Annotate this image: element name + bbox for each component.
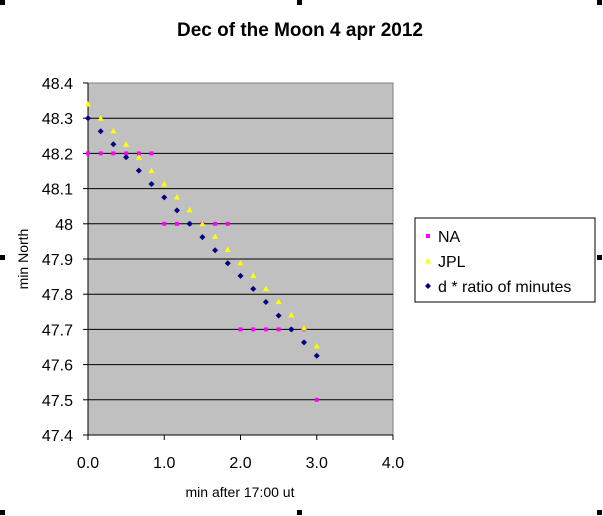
legend-label: NA [438, 229, 461, 246]
data-point [161, 181, 168, 187]
data-point [288, 326, 295, 333]
data-point [212, 247, 219, 254]
legend-label: d * ratio of minutes [438, 279, 571, 296]
data-point [251, 327, 256, 332]
data-point [124, 151, 129, 156]
data-point [238, 327, 243, 332]
selection-handle-bottom-right[interactable] [597, 510, 602, 515]
data-point [301, 339, 308, 346]
y-tick-label: 47.5 [42, 393, 73, 410]
data-point [313, 342, 320, 349]
data-point [85, 101, 91, 107]
y-tick-label: 48.2 [42, 146, 73, 163]
x-axis-title: min after 17:00 ut [186, 484, 295, 500]
series-1 [85, 101, 320, 349]
y-axis-title: min North [15, 229, 31, 290]
selection-handle-bottom-left[interactable] [0, 510, 5, 515]
y-tick-label: 48.4 [42, 76, 73, 93]
data-point [250, 285, 257, 292]
data-point [314, 397, 319, 402]
data-point [173, 194, 180, 200]
y-tick-label: 47.7 [42, 322, 73, 339]
selection-handle-top-left[interactable] [0, 0, 5, 5]
data-point [275, 298, 282, 305]
legend-marker [425, 258, 431, 264]
data-point [250, 272, 257, 279]
data-point [262, 285, 269, 292]
y-tick-label: 48.3 [42, 111, 73, 128]
data-point [97, 128, 104, 135]
data-point [263, 327, 268, 332]
data-point [136, 151, 141, 156]
data-point [199, 234, 206, 241]
chart-title: Dec of the Moon 4 apr 2012 [177, 20, 423, 41]
data-point [149, 151, 154, 156]
selection-handle-bottom-center[interactable] [297, 510, 302, 515]
y-tick-labels: 48.4 48.3 48.2 48.1 48 47.9 47.8 47.7 47.6 47.5 47… [42, 76, 73, 445]
data-point [110, 141, 117, 148]
y-tick-label: 48.1 [42, 182, 73, 199]
data-point [313, 352, 320, 359]
selection-handle-top-right[interactable] [597, 0, 602, 5]
y-tick-label: 47.9 [42, 252, 73, 269]
y-tick-label: 47.4 [42, 428, 73, 445]
data-point [275, 312, 282, 319]
selection-handle-middle-left[interactable] [0, 255, 5, 260]
data-point [237, 259, 244, 266]
data-point [148, 181, 155, 188]
data-point [148, 167, 155, 174]
data-point [212, 233, 219, 239]
data-point [110, 127, 117, 134]
data-point [111, 151, 116, 156]
x-tick-label: 3.0 [306, 455, 328, 472]
legend-label: JPL [438, 254, 466, 271]
data-point [301, 324, 308, 331]
data-point [276, 327, 281, 332]
data-point [174, 221, 179, 226]
x-tick-label: 4.0 [382, 455, 404, 472]
data-point [162, 221, 167, 226]
data-point [123, 141, 130, 147]
legend[interactable]: NA JPL d * ratio of minutes [414, 217, 596, 303]
data-point [224, 246, 231, 252]
y-tick-label: 48 [55, 217, 73, 234]
data-point [288, 311, 295, 318]
data-point [135, 167, 142, 174]
data-point [173, 207, 180, 214]
data-point [97, 115, 104, 121]
data-point [199, 220, 206, 227]
data-point [85, 115, 91, 122]
series-2 [85, 115, 320, 359]
data-point [224, 260, 231, 267]
x-tick-label: 0.0 [77, 455, 99, 472]
legend-marker [425, 283, 431, 289]
legend-box [414, 217, 596, 303]
data-point [135, 154, 142, 160]
x-tick-labels: 0.0 1.0 2.0 3.0 4.0 [77, 455, 404, 472]
selection-handle-middle-right[interactable] [597, 255, 602, 260]
data-point [123, 154, 130, 161]
x-tick-label: 2.0 [229, 455, 251, 472]
legend-marker [426, 234, 430, 238]
data-point [86, 151, 90, 156]
data-point [186, 206, 193, 213]
data-point [262, 298, 269, 305]
data-point [161, 194, 168, 201]
y-tick-label: 47.6 [42, 358, 73, 375]
data-point [186, 220, 193, 227]
data-point [98, 151, 103, 156]
selection-handle-top-center[interactable] [297, 0, 302, 5]
y-tick-label: 47.8 [42, 287, 73, 304]
data-point [225, 221, 230, 226]
data-point [237, 272, 244, 279]
x-tick-label: 1.0 [153, 455, 175, 472]
data-markers [85, 101, 320, 402]
data-point [213, 221, 218, 226]
